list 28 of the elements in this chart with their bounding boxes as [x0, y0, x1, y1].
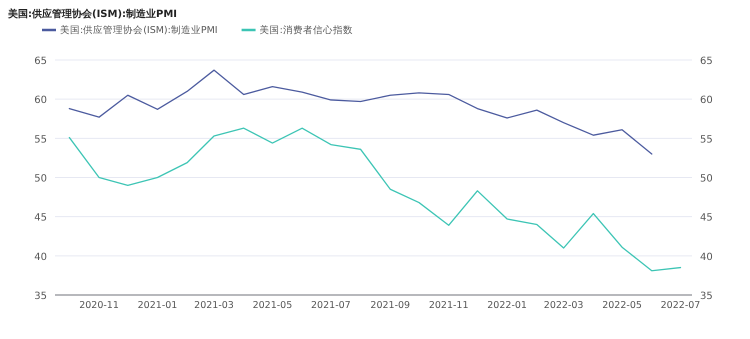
x-tick-label: 2022-01 — [487, 300, 527, 311]
y-tick-label: 65 — [34, 56, 47, 67]
x-tick-label: 2022-07 — [660, 300, 700, 311]
y2-tick-label: 60 — [700, 95, 713, 106]
x-tick-label: 2021-03 — [194, 300, 234, 311]
y-tick-label: 45 — [34, 212, 47, 224]
y2-tick-label: 40 — [700, 252, 713, 263]
y-tick-label: 55 — [34, 134, 47, 146]
y-tick-label: 60 — [34, 95, 47, 106]
x-tick-label: 2020-11 — [79, 300, 119, 311]
x-tick-label: 2021-07 — [311, 300, 351, 311]
x-tick-label: 2021-01 — [138, 300, 178, 311]
x-tick-label: 2022-03 — [544, 300, 584, 311]
y-tick-label: 35 — [34, 291, 47, 302]
y2-tick-label: 65 — [700, 56, 713, 67]
y-tick-label: 50 — [34, 174, 47, 184]
legend-label: 美国:消费者信心指数 — [260, 24, 353, 36]
chart-title: 美国:供应管理协会(ISM):制造业PMI — [7, 8, 178, 20]
y2-tick-label: 35 — [700, 291, 713, 302]
legend-label: 美国:供应管理协会(ISM):制造业PMI — [60, 24, 218, 36]
x-tick-label: 2021-09 — [370, 300, 410, 311]
y2-tick-label: 50 — [700, 174, 713, 184]
x-tick-label: 2021-11 — [428, 300, 469, 311]
x-tick-label: 2022-05 — [602, 300, 642, 311]
y2-tick-label: 55 — [700, 134, 713, 146]
y-tick-label: 40 — [34, 252, 47, 263]
y2-tick-label: 45 — [700, 212, 713, 224]
x-tick-label: 2021-05 — [252, 300, 292, 311]
